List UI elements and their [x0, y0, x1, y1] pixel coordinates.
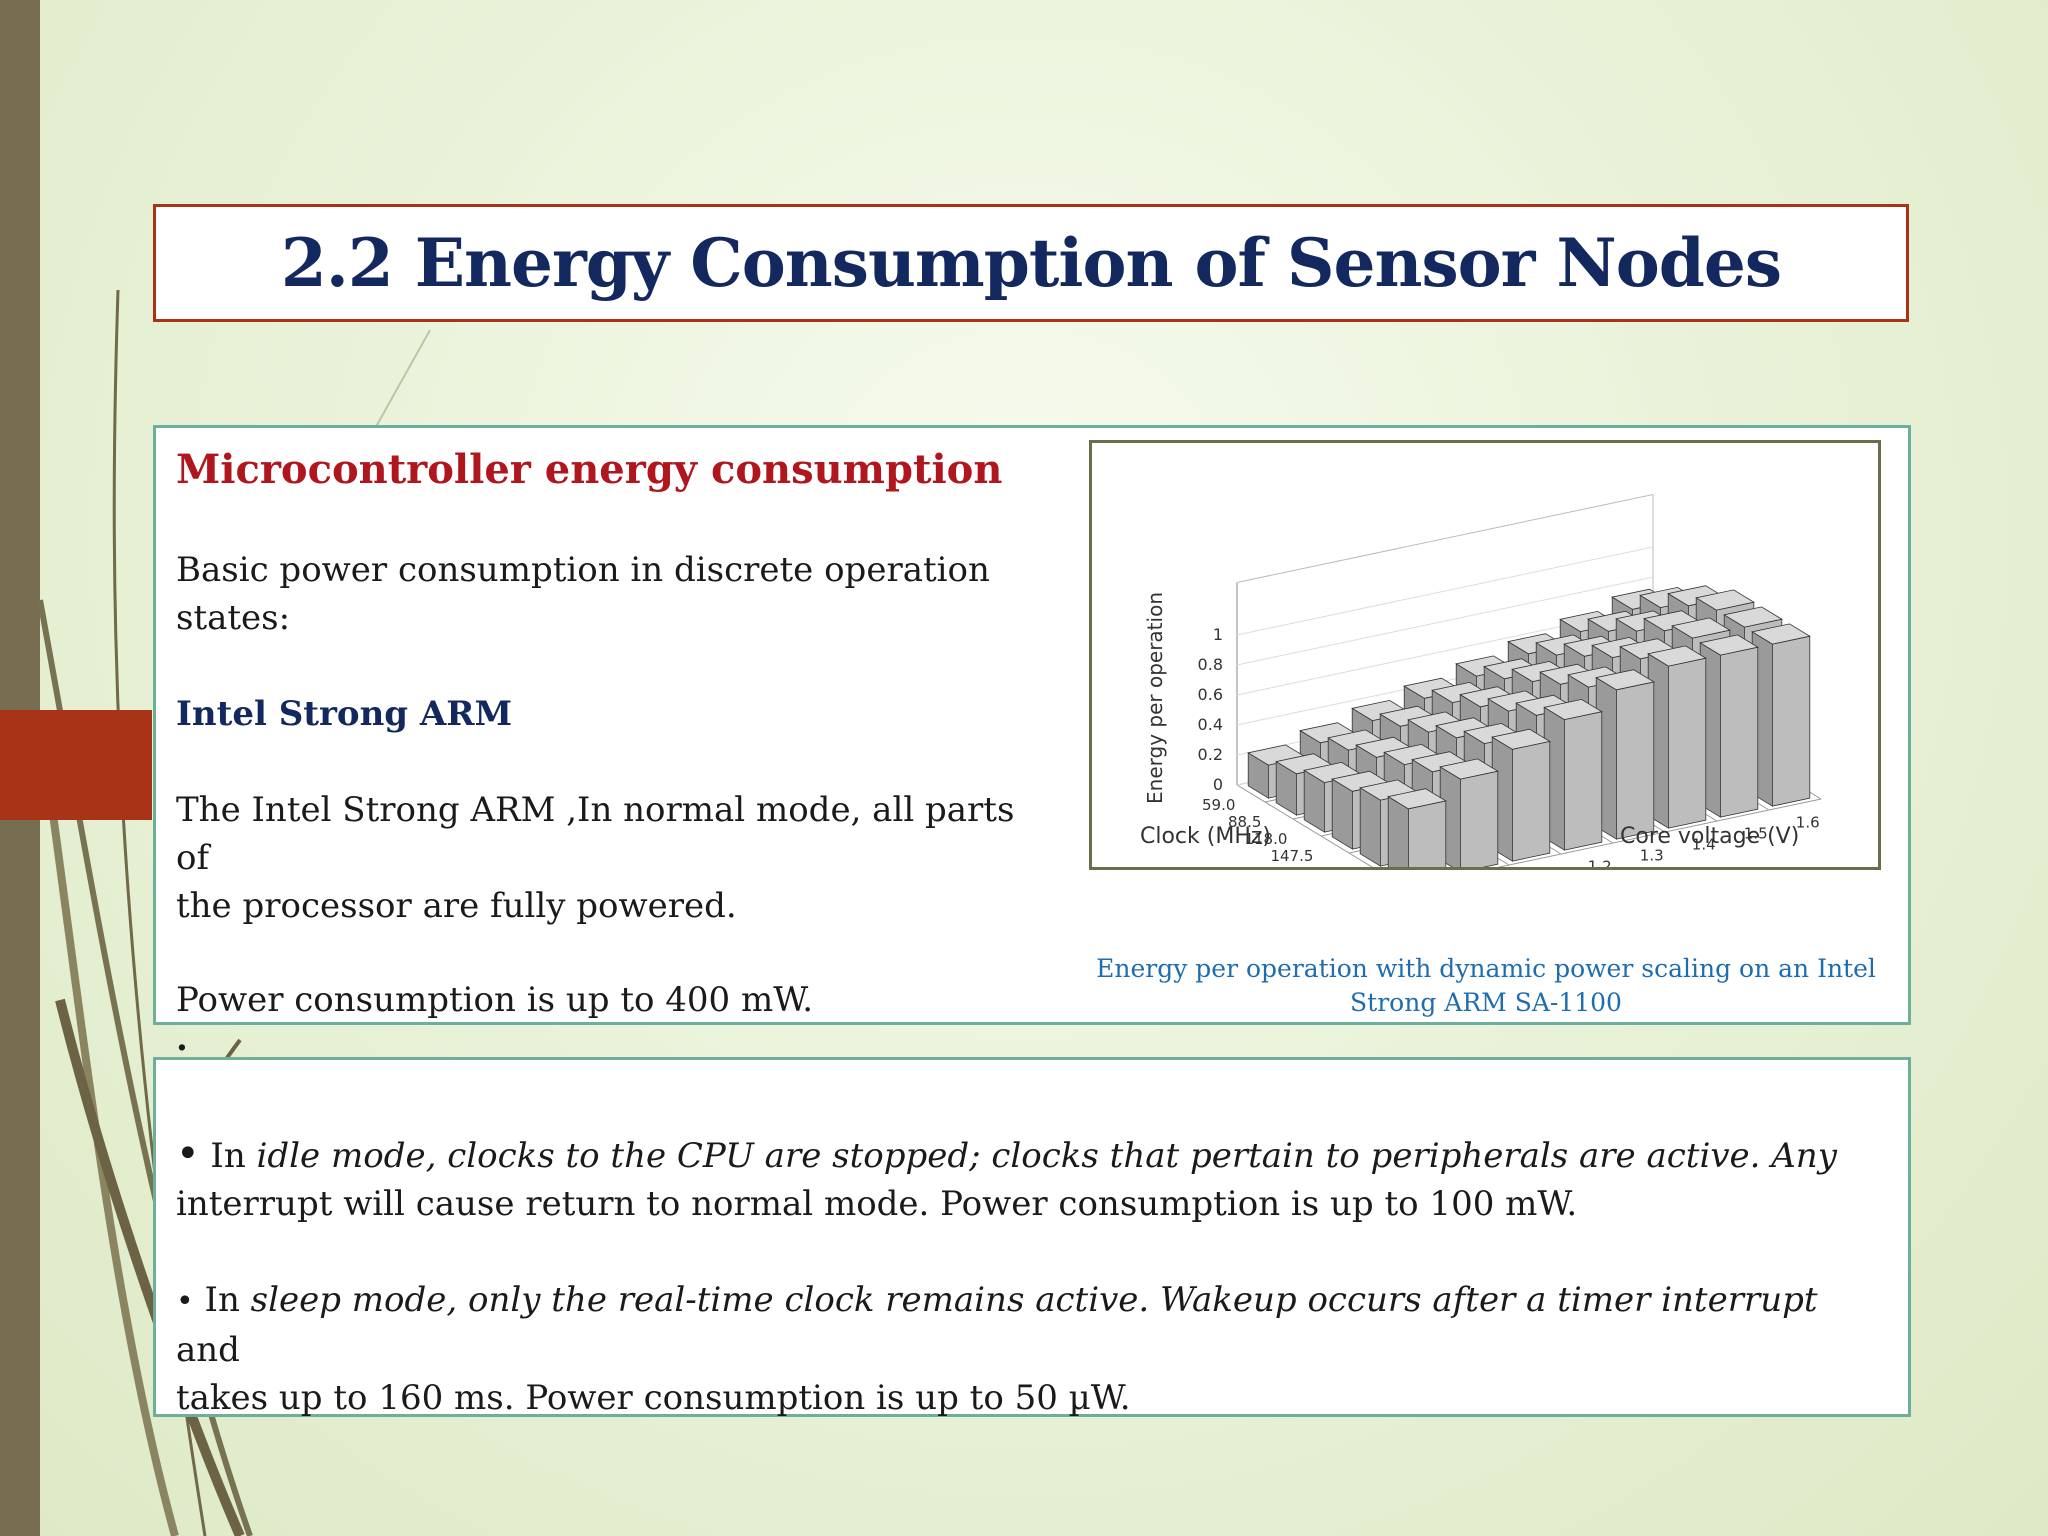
- power-text: Power consumption is up to 400 mW.: [176, 980, 814, 1020]
- z-tick-label: 0: [1213, 775, 1223, 794]
- energy-3d-bar-figure: 10.80.60.40.2059.088.5118.0147.5176.9206…: [1140, 494, 1822, 867]
- x-axis-label: Clock (MHz): [1140, 824, 1271, 849]
- energy-bar: [1491, 728, 1551, 862]
- caption-line-2: Strong ARM SA-1100: [1350, 988, 1622, 1017]
- z-axis-label: Energy per operation: [1143, 592, 1167, 804]
- bottom-text: • In idle mode, clocks to the CPU are st…: [176, 1130, 1876, 1422]
- clock-tick-label: 176.9: [1296, 864, 1339, 867]
- clock-tick-label: 118.0: [1244, 830, 1287, 848]
- subheading: Intel Strong ARM: [176, 694, 513, 734]
- energy-bar: [1751, 623, 1811, 807]
- caption-line-1: Energy per operation with dynamic power …: [1096, 954, 1876, 983]
- voltage-tick-label: 1.5: [1744, 825, 1768, 843]
- slide-title: 2.2 Energy Consumption of Sensor Nodes: [280, 224, 1782, 302]
- content-panel-top: Microcontroller energy consumption Basic…: [153, 425, 1911, 1056]
- energy-bar: [1647, 645, 1707, 829]
- z-tick-label: 0.6: [1198, 685, 1223, 704]
- bullet: •: [176, 1284, 194, 1319]
- idle-mode-italic: idle mode, clocks to the CPU are stopped…: [256, 1136, 1837, 1176]
- energy-bar: [1439, 758, 1499, 867]
- bullet: •: [176, 1131, 200, 1177]
- clock-tick-label: 59.0: [1202, 796, 1235, 814]
- z-tick-label: 0.4: [1198, 715, 1223, 734]
- z-tick-label: 0.8: [1198, 655, 1223, 674]
- energy-bar: [1543, 698, 1603, 851]
- figure-frame: 10.80.60.40.2059.088.5118.0147.5176.9206…: [1089, 440, 1881, 870]
- intro-line-1: Basic power consumption in discrete oper…: [176, 550, 990, 590]
- y-axis-label: Core voltage (V): [1620, 824, 1799, 849]
- title-box: 2.2 Energy Consumption of Sensor Nodes: [153, 204, 1909, 322]
- content-panel-bottom: • In idle mode, clocks to the CPU are st…: [153, 1057, 1911, 1418]
- energy-bar: [1595, 669, 1655, 840]
- voltage-tick-label: 1.4: [1692, 836, 1716, 854]
- intro-line-2: states:: [176, 598, 291, 638]
- normal-mode-line-2: the processor are fully powered.: [176, 886, 737, 926]
- idle-mode-line-2: interrupt will cause return to normal mo…: [176, 1184, 1578, 1224]
- clock-tick-label: 147.5: [1270, 847, 1313, 865]
- idle-mode-line-1: • In idle mode, clocks to the CPU are st…: [176, 1131, 1837, 1177]
- section-heading: Microcontroller energy consumption: [176, 446, 1003, 493]
- red-accent-tab: [0, 710, 152, 820]
- trailing-mark: .: [176, 1019, 188, 1059]
- sleep-mode-italic: sleep mode, only the real-time clock rem…: [250, 1280, 1818, 1320]
- energy-bar: [1699, 634, 1759, 818]
- z-tick-label: 0.2: [1198, 745, 1223, 764]
- sleep-mode-line-2: takes up to 160 ms. Power consumption is…: [176, 1378, 1131, 1418]
- normal-mode-line-1: The Intel Strong ARM ,In normal mode, al…: [176, 790, 1015, 878]
- voltage-tick-label: 1.3: [1640, 847, 1664, 865]
- figure-caption: Energy per operation with dynamic power …: [1081, 952, 1891, 1020]
- z-tick-label: 1: [1213, 625, 1223, 644]
- voltage-tick-label: 1.6: [1796, 814, 1820, 832]
- voltage-tick-label: 1.2: [1588, 858, 1612, 867]
- sleep-mode-line-1: • In sleep mode, only the real-time cloc…: [176, 1280, 1818, 1370]
- clock-tick-label: 88.5: [1228, 813, 1261, 831]
- left-text-column: Microcontroller energy consumption Basic…: [176, 442, 1056, 1059]
- energy-bar: [1387, 788, 1447, 867]
